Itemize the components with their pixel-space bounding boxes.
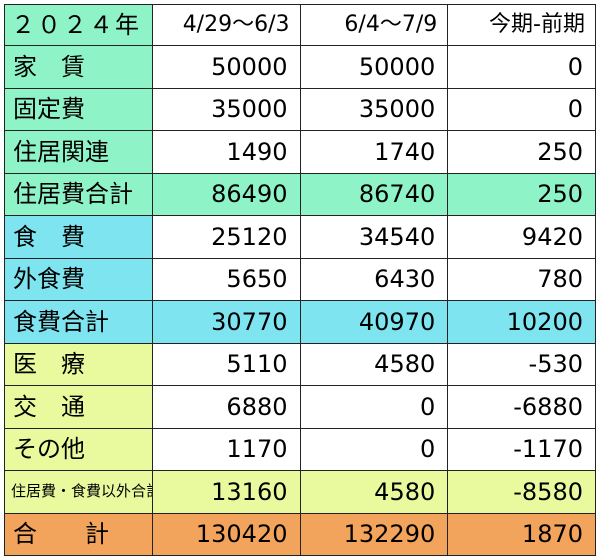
row-label[interactable]: 食 費	[4, 215, 153, 259]
row-label[interactable]: 住居費合計	[4, 172, 153, 216]
cell-diff[interactable]: 250	[447, 130, 596, 174]
cell-diff[interactable]: 780	[447, 257, 596, 301]
cell-period1[interactable]: 5110	[151, 342, 301, 386]
cell-period1[interactable]: 35000	[151, 87, 301, 131]
cell-diff[interactable]: 0	[447, 45, 596, 89]
row-label[interactable]: 医 療	[4, 342, 153, 386]
cell-diff[interactable]: 10200	[447, 300, 596, 344]
cell-period2[interactable]: 50000	[299, 45, 449, 89]
cell-period1[interactable]: 86490	[151, 172, 301, 216]
cell-period1[interactable]: 25120	[151, 215, 301, 259]
header-row: ２０２４年 4/29〜6/3 6/4〜7/9 今期-前期	[4, 4, 596, 46]
cell-period1[interactable]: 50000	[151, 45, 301, 89]
budget-sheet: ２０２４年 4/29〜6/3 6/4〜7/9 今期-前期 家 賃 50000 5…	[4, 4, 596, 556]
cell-period1[interactable]: 1490	[151, 130, 301, 174]
table-row-grand-total: 合 計 130420 132290 1870	[4, 512, 596, 556]
cell-period2[interactable]: 0	[299, 385, 449, 429]
cell-diff[interactable]: -530	[447, 342, 596, 386]
table-row-housing-related: 住居関連 1490 1740 250	[4, 130, 596, 174]
year-header[interactable]: ２０２４年	[4, 4, 153, 46]
cell-period2[interactable]: 0	[299, 427, 449, 471]
cell-period2[interactable]: 40970	[299, 300, 449, 344]
row-label[interactable]: 食費合計	[4, 300, 153, 344]
cell-period1[interactable]: 5650	[151, 257, 301, 301]
row-label[interactable]: 交 通	[4, 385, 153, 429]
cell-period1[interactable]: 1170	[151, 427, 301, 471]
row-label[interactable]: 家 賃	[4, 45, 153, 89]
diff-header[interactable]: 今期-前期	[447, 4, 596, 46]
table-row-eating-out: 外食費 5650 6430 780	[4, 257, 596, 301]
cell-period2[interactable]: 1740	[299, 130, 449, 174]
row-label[interactable]: 住居費・食費以外合計	[4, 470, 153, 514]
cell-period1[interactable]: 13160	[151, 470, 301, 514]
table-row-other: その他 1170 0 -1170	[4, 427, 596, 471]
table-row-food-total: 食費合計 30770 40970 10200	[4, 300, 596, 344]
cell-period2[interactable]: 34540	[299, 215, 449, 259]
table-row-transport: 交 通 6880 0 -6880	[4, 385, 596, 429]
row-label[interactable]: その他	[4, 427, 153, 471]
cell-diff[interactable]: 0	[447, 87, 596, 131]
cell-diff[interactable]: -1170	[447, 427, 596, 471]
cell-period2[interactable]: 4580	[299, 470, 449, 514]
cell-period1[interactable]: 6880	[151, 385, 301, 429]
budget-table: ２０２４年 4/29〜6/3 6/4〜7/9 今期-前期 家 賃 50000 5…	[4, 4, 596, 556]
cell-diff[interactable]: 250	[447, 172, 596, 216]
table-row-food: 食 費 25120 34540 9420	[4, 215, 596, 259]
period1-header[interactable]: 4/29〜6/3	[151, 4, 301, 46]
cell-period2[interactable]: 4580	[299, 342, 449, 386]
cell-period1[interactable]: 30770	[151, 300, 301, 344]
cell-diff[interactable]: -6880	[447, 385, 596, 429]
cell-period2[interactable]: 132290	[299, 512, 449, 556]
table-row-fixed-cost: 固定費 35000 35000 0	[4, 87, 596, 131]
row-label[interactable]: 固定費	[4, 87, 153, 131]
cell-diff[interactable]: 1870	[447, 512, 596, 556]
cell-diff[interactable]: -8580	[447, 470, 596, 514]
cell-period2[interactable]: 86740	[299, 172, 449, 216]
cell-diff[interactable]: 9420	[447, 215, 596, 259]
table-row-housing-total: 住居費合計 86490 86740 250	[4, 172, 596, 216]
cell-period2[interactable]: 35000	[299, 87, 449, 131]
cell-period2[interactable]: 6430	[299, 257, 449, 301]
row-label[interactable]: 合 計	[4, 512, 153, 556]
row-label[interactable]: 外食費	[4, 257, 153, 301]
table-row-rent: 家 賃 50000 50000 0	[4, 45, 596, 89]
table-row-medical: 医 療 5110 4580 -530	[4, 342, 596, 386]
table-row-other-total: 住居費・食費以外合計 13160 4580 -8580	[4, 470, 596, 514]
period2-header[interactable]: 6/4〜7/9	[299, 4, 449, 46]
row-label[interactable]: 住居関連	[4, 130, 153, 174]
cell-period1[interactable]: 130420	[151, 512, 301, 556]
